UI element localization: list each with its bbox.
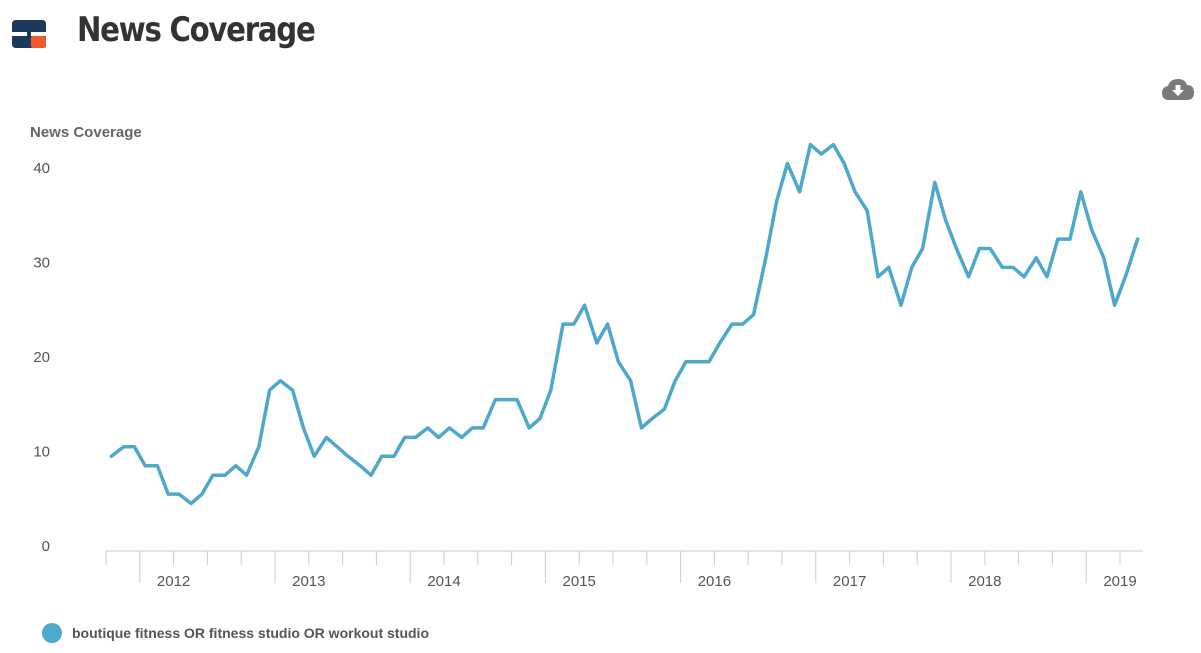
x-tick-label: 2014 [427, 573, 460, 590]
y-axis-title: News Coverage [30, 124, 142, 141]
y-tick-label: 0 [42, 538, 50, 555]
series-line [109, 142, 1140, 506]
cloud-download-icon[interactable] [1161, 76, 1195, 102]
x-tick-label: 2013 [292, 573, 325, 590]
legend-swatch [42, 623, 62, 643]
x-axis: 2012 2013 2014 2015 2016 2017 2018 2019 [105, 550, 1143, 590]
x-tick-label: 2015 [563, 573, 596, 590]
series-layer [109, 142, 1140, 506]
legend-item[interactable]: boutique fitness OR fitness studio OR wo… [42, 622, 429, 644]
x-tick-label: 2012 [157, 573, 190, 590]
x-tick-label: 2019 [1103, 573, 1136, 590]
x-tick-label: 2016 [698, 573, 731, 590]
y-tick-label: 20 [33, 349, 50, 366]
brand-logo [12, 20, 46, 48]
y-axis: 0 10 20 30 40 [33, 160, 50, 555]
legend-label: boutique fitness OR fitness studio OR wo… [72, 625, 429, 641]
x-tick-label: 2018 [968, 573, 1001, 590]
x-tick-label: 2017 [833, 573, 866, 590]
y-tick-label: 40 [33, 160, 50, 177]
page-title: News Coverage [77, 10, 316, 50]
y-tick-label: 10 [33, 444, 50, 461]
y-tick-label: 30 [33, 255, 50, 272]
